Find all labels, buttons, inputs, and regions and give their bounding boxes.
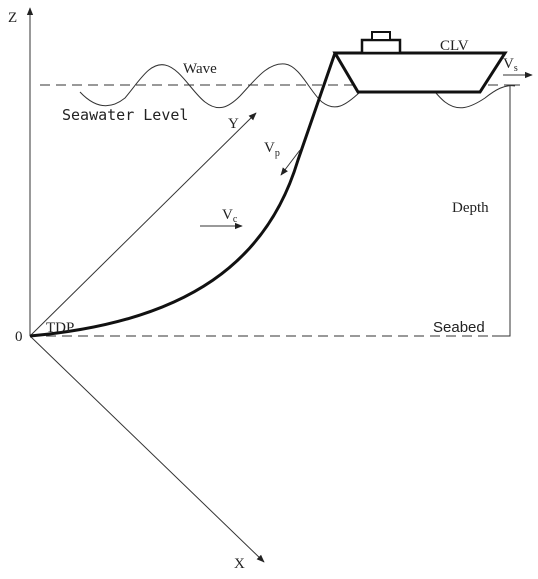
vs-sub: s	[514, 63, 518, 74]
vc-base: V	[222, 207, 233, 223]
z-label: Z	[8, 10, 17, 26]
tdp-label: TDP	[46, 320, 74, 336]
vp-sub: p	[275, 148, 280, 159]
wave	[79, 63, 516, 109]
vc-sub: c	[233, 214, 238, 225]
ship-cabin	[360, 38, 402, 55]
depth-bracket	[492, 84, 520, 337]
vp-label: Vp	[264, 140, 280, 159]
cable	[29, 52, 337, 338]
x-label: X	[234, 556, 245, 572]
y-axis	[29, 112, 257, 337]
vs-label: Vs	[503, 56, 518, 74]
seawater-label: Seawater Level	[62, 106, 188, 124]
seabed-label: Seabed	[433, 319, 485, 336]
depth-label: Depth	[452, 200, 489, 216]
ship-hull	[332, 51, 508, 94]
clv-label: CLV	[440, 38, 469, 54]
ship-bridge	[371, 31, 391, 41]
wave-label: Wave	[183, 61, 217, 77]
vc-label: Vc	[222, 207, 238, 225]
origin-label: 0	[15, 329, 23, 345]
vp-base: V	[264, 140, 275, 156]
vp-arrow	[280, 149, 301, 176]
x-axis	[29, 335, 265, 563]
y-label: Y	[228, 116, 239, 132]
vs-base: V	[503, 56, 514, 72]
